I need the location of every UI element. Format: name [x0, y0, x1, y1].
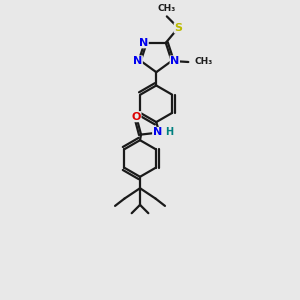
- Text: N: N: [170, 56, 179, 66]
- Text: N: N: [153, 128, 162, 137]
- Text: CH₃: CH₃: [195, 58, 213, 67]
- Text: CH₃: CH₃: [158, 4, 176, 13]
- Text: N: N: [133, 56, 142, 66]
- Text: O: O: [132, 112, 141, 122]
- Text: N: N: [139, 38, 148, 48]
- Text: H: H: [165, 127, 173, 137]
- Text: S: S: [174, 23, 182, 33]
